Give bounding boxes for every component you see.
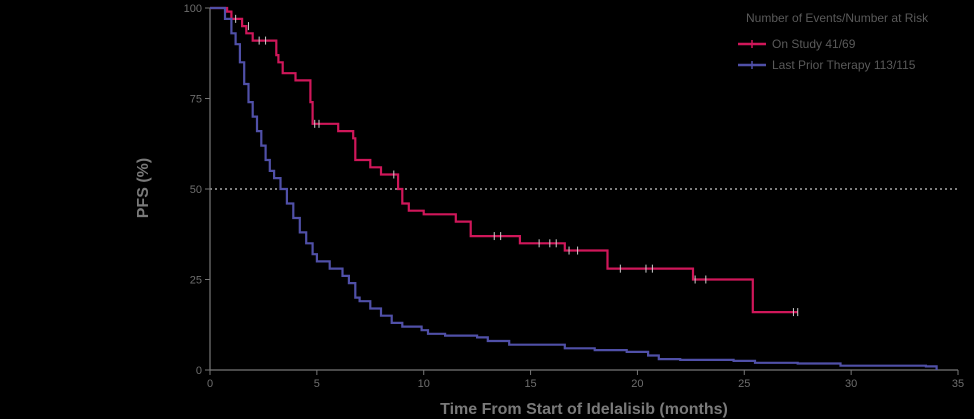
- series-layer: [210, 6, 938, 370]
- legend-entry-last-prior-therapy: Last Prior Therapy 113/115: [738, 58, 916, 72]
- legend-entry-on-study: On Study 41/69: [738, 37, 856, 51]
- y-tick-label: 100: [184, 3, 202, 15]
- x-tick-label: 25: [738, 378, 750, 390]
- series-group-0: [210, 6, 799, 317]
- legend-title: Number of Events/Number at Risk: [746, 11, 929, 25]
- x-tick-label: 30: [845, 378, 857, 390]
- x-tick-label: 15: [524, 378, 536, 390]
- legend-label-on-study: On Study 41/69: [772, 37, 856, 51]
- x-tick-label: 10: [418, 378, 430, 390]
- km-curve-series-0: [210, 6, 798, 314]
- x-tick-label: 5: [314, 378, 320, 390]
- x-tick-label: 35: [952, 378, 964, 390]
- legend: Number of Events/Number at Risk On Study…: [738, 11, 929, 72]
- axes: 0 25 50 75 100 0 5 10 15 20 25 30 35: [184, 3, 964, 390]
- km-curve-series-1: [210, 6, 938, 370]
- y-tick-label: 0: [196, 365, 202, 377]
- x-axis-title: Time From Start of Idelalisib (months): [440, 401, 728, 418]
- y-axis-title: PFS (%): [135, 158, 152, 218]
- x-tick-label: 20: [631, 378, 643, 390]
- y-tick-label: 75: [190, 94, 202, 106]
- series-group-1: [210, 6, 938, 370]
- y-tick-label: 50: [190, 184, 202, 196]
- y-tick-label: 25: [190, 275, 202, 287]
- x-tick-label: 0: [207, 378, 213, 390]
- legend-label-last-prior-therapy: Last Prior Therapy 113/115: [772, 58, 916, 72]
